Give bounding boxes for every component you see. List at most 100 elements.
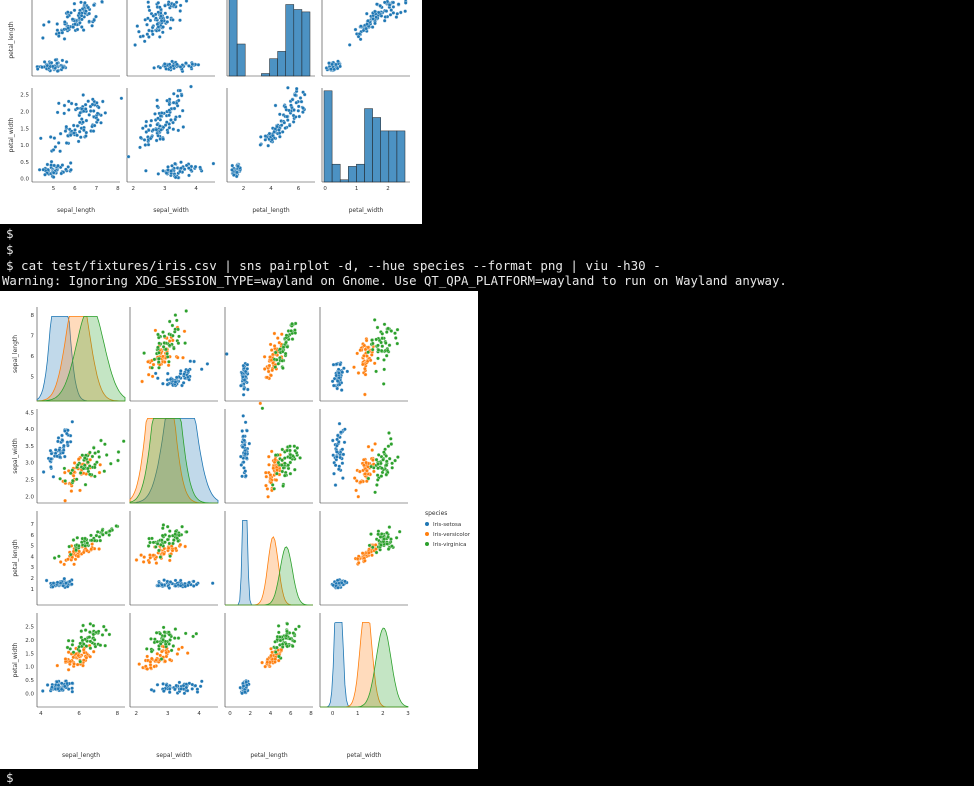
top-point	[159, 14, 163, 19]
top-point	[166, 168, 170, 172]
y-tick-label: 2.5	[25, 624, 34, 630]
point-versicolor	[182, 329, 187, 334]
point-virginica	[369, 532, 373, 536]
top-point	[186, 166, 191, 170]
top-point	[171, 127, 176, 132]
top-point	[177, 114, 182, 119]
legend-marker-versicolor	[425, 532, 429, 536]
top-point	[330, 62, 334, 67]
point-virginica	[288, 455, 293, 460]
top-point	[235, 170, 239, 175]
point-virginica	[385, 542, 390, 546]
y-tick-label: 7	[31, 522, 35, 528]
point-versicolor	[173, 546, 178, 551]
point-virginica	[157, 647, 161, 651]
top-point	[161, 25, 165, 29]
top-point	[155, 122, 160, 127]
top-point	[60, 30, 65, 35]
top-x-tick-label: 6	[297, 186, 301, 192]
point-virginica	[396, 455, 400, 459]
top-point	[160, 30, 165, 35]
point-versicolor	[97, 547, 101, 551]
point-virginica	[92, 637, 97, 642]
prompt-line-3[interactable]: $	[6, 770, 14, 785]
top-point	[147, 8, 152, 13]
top-point	[66, 165, 71, 169]
point-virginica	[167, 319, 172, 324]
point-virginica	[372, 318, 377, 322]
point-virginica	[276, 460, 281, 465]
y-tick-label: 4	[31, 554, 35, 560]
point-virginica	[387, 525, 392, 529]
top-point	[391, 11, 396, 15]
y-tick-label: 3.0	[25, 461, 34, 467]
point-virginica	[82, 463, 87, 468]
top-point	[374, 15, 379, 20]
point-setosa	[173, 578, 178, 583]
top-point	[86, 99, 91, 104]
point-virginica	[292, 639, 297, 644]
point-versicolor	[362, 463, 366, 468]
top-point	[370, 25, 375, 29]
point-virginica	[369, 464, 373, 469]
point-versicolor	[363, 558, 367, 563]
point-virginica	[167, 632, 172, 637]
y-tick-label: 6	[31, 354, 35, 360]
top-point	[171, 100, 176, 105]
point-versicolor	[354, 488, 358, 493]
point-versicolor	[366, 464, 370, 469]
point-setosa	[181, 380, 186, 385]
top-y-tick-label: 2.5	[20, 93, 29, 99]
top-x-tick-label: 2	[386, 186, 390, 192]
point-virginica	[91, 446, 96, 450]
point-setosa	[187, 580, 192, 585]
point-virginica	[290, 644, 295, 649]
top-y-tick-label: 1.5	[20, 126, 29, 132]
point-virginica	[376, 348, 381, 352]
point-virginica	[376, 532, 380, 537]
point-setosa	[182, 691, 187, 696]
top-point	[285, 118, 290, 122]
point-versicolor	[98, 462, 103, 467]
point-virginica	[96, 449, 101, 454]
point-setosa	[337, 464, 342, 469]
point-virginica	[162, 341, 167, 345]
point-virginica	[173, 313, 178, 317]
top-point	[366, 18, 370, 23]
point-virginica	[91, 623, 96, 628]
point-versicolor	[71, 655, 76, 660]
top-point	[168, 65, 173, 70]
top-point	[56, 141, 61, 145]
point-virginica	[63, 479, 68, 483]
point-virginica	[376, 466, 380, 471]
point-versicolor	[71, 473, 76, 478]
point-setosa	[193, 683, 198, 688]
top-point	[189, 84, 193, 89]
top-point	[174, 0, 179, 5]
top-point	[156, 10, 161, 15]
point-versicolor	[363, 347, 368, 352]
warning-line: Warning: Ignoring XDG_SESSION_TYPE=wayla…	[2, 274, 787, 288]
point-versicolor	[150, 374, 155, 379]
point-virginica	[57, 554, 61, 559]
top-point	[55, 61, 59, 66]
point-versicolor	[66, 650, 71, 655]
point-virginica	[149, 649, 154, 654]
point-setosa	[173, 687, 177, 692]
point-virginica	[375, 478, 380, 482]
top-point	[60, 163, 65, 167]
point-versicolor	[271, 361, 275, 365]
top-point	[373, 9, 377, 14]
point-virginica	[384, 353, 389, 358]
point-versicolor	[268, 473, 273, 477]
top-point	[275, 124, 279, 129]
point-virginica	[286, 463, 291, 468]
top-point	[173, 161, 177, 166]
top-point	[155, 98, 159, 103]
point-virginica	[280, 469, 285, 474]
point-virginica	[162, 630, 167, 634]
top-point	[168, 26, 173, 31]
top-point	[48, 135, 53, 139]
point-versicolor	[185, 651, 190, 655]
top-point	[149, 118, 154, 123]
